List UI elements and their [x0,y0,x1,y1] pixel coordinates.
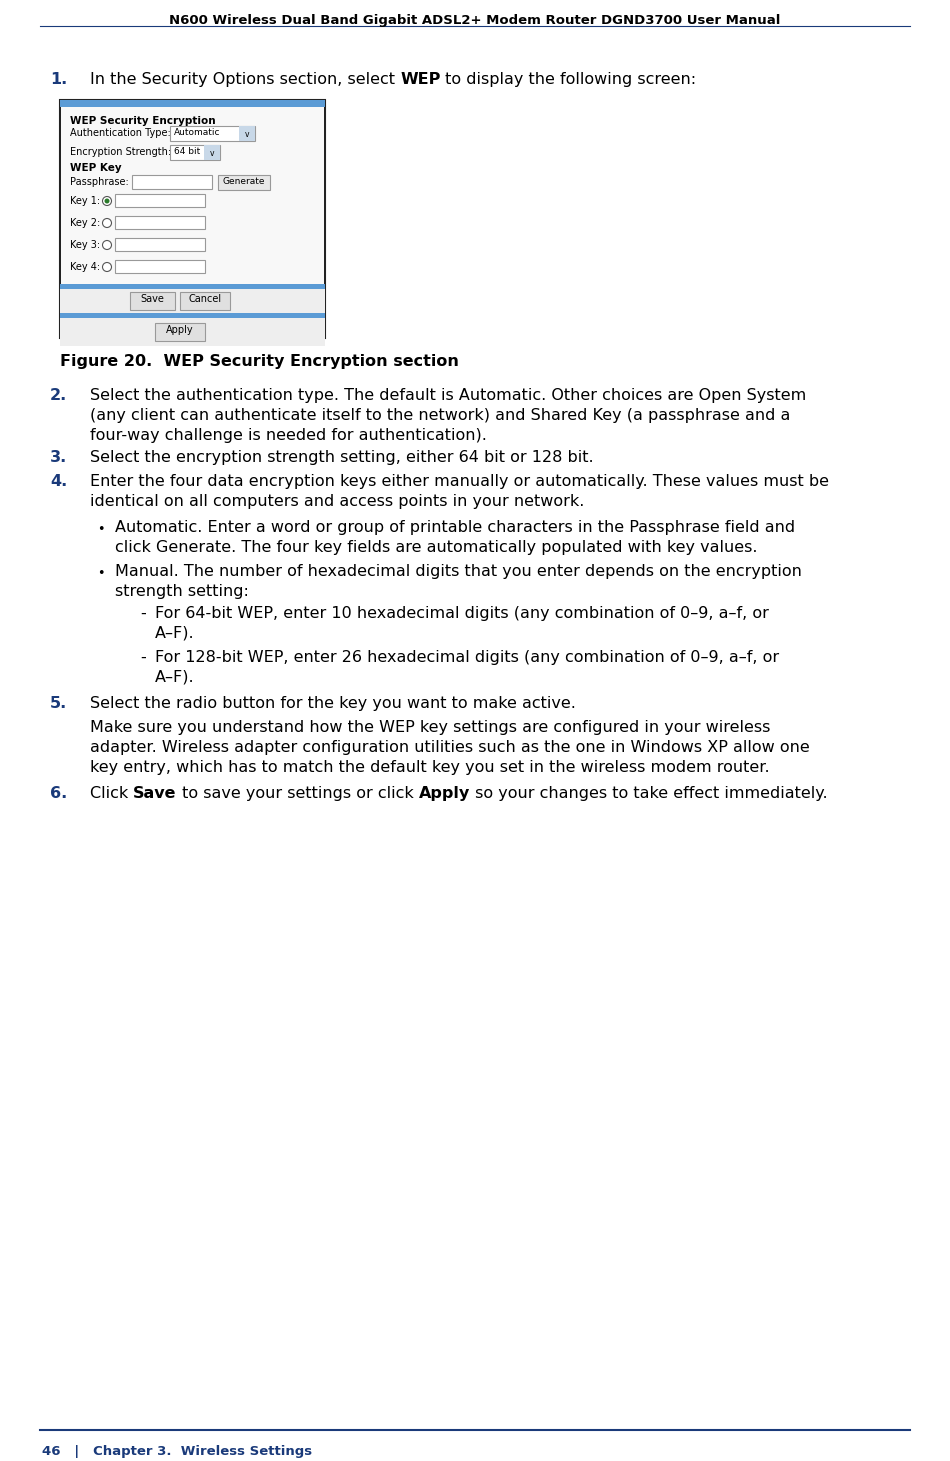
Text: 2.: 2. [50,389,67,403]
Text: v: v [245,130,249,139]
Text: N600 Wireless Dual Band Gigabit ADSL2+ Modem Router DGND3700 User Manual: N600 Wireless Dual Band Gigabit ADSL2+ M… [169,15,781,26]
Text: -: - [140,606,145,621]
Circle shape [103,219,111,228]
Text: Manual. The number of hexadecimal digits that you enter depends on the encryptio: Manual. The number of hexadecimal digits… [115,564,802,599]
Text: Save: Save [133,786,177,801]
Bar [130,292,175,310]
Bar [60,99,325,107]
Circle shape [103,196,111,206]
Bar [60,283,325,289]
Bar [155,323,205,340]
Text: 46   |   Chapter 3.  Wireless Settings: 46 | Chapter 3. Wireless Settings [42,1445,313,1458]
Text: Figure 20.  WEP Security Encryption section: Figure 20. WEP Security Encryption secti… [60,354,459,370]
Text: -: - [140,650,145,665]
Text: Select the encryption strength setting, either 64 bit or 128 bit.: Select the encryption strength setting, … [90,450,594,465]
Bar [115,216,205,229]
Bar [170,145,220,161]
Text: to save your settings or click: to save your settings or click [177,786,419,801]
Text: For 128-bit WEP, enter 26 hexadecimal digits (any combination of 0–9, a–f, or
A–: For 128-bit WEP, enter 26 hexadecimal di… [155,650,779,685]
Text: WEP Security Encryption: WEP Security Encryption [70,115,216,126]
Text: 3.: 3. [50,450,67,465]
Bar [60,313,325,318]
Text: Encryption Strength:: Encryption Strength: [70,148,171,156]
Text: Key 1:: Key 1: [70,196,100,206]
Text: Key 3:: Key 3: [70,240,100,250]
Text: •: • [97,523,104,536]
Text: Cancel: Cancel [188,294,221,304]
Text: Generate: Generate [222,177,265,186]
Text: Make sure you understand how the WEP key settings are configured in your wireles: Make sure you understand how the WEP key… [90,720,809,774]
Text: Automatic: Automatic [174,129,220,137]
Bar [60,318,325,346]
Text: WEP Key: WEP Key [70,164,122,172]
Bar [132,175,212,188]
Bar [218,175,270,190]
Bar [239,126,255,142]
Text: to display the following screen:: to display the following screen: [441,72,696,88]
Bar [60,99,325,337]
Text: Passphrase:: Passphrase: [70,177,129,187]
Text: 1.: 1. [50,72,67,88]
Bar [115,260,205,273]
Text: Click: Click [90,786,133,801]
Text: In the Security Options section, select: In the Security Options section, select [90,72,400,88]
Text: Key 2:: Key 2: [70,218,101,228]
Text: so your changes to take effect immediately.: so your changes to take effect immediate… [470,786,827,801]
Text: 6.: 6. [50,786,67,801]
Text: Enter the four data encryption keys either manually or automatically. These valu: Enter the four data encryption keys eith… [90,473,829,508]
Text: Select the authentication type. The default is Automatic. Other choices are Open: Select the authentication type. The defa… [90,389,807,443]
Bar [180,292,230,310]
Text: WEP: WEP [400,72,441,88]
Circle shape [104,199,109,203]
Bar [115,238,205,251]
Text: Authentication Type:: Authentication Type: [70,129,171,137]
Bar [204,145,220,161]
Text: 64 bit: 64 bit [174,148,200,156]
Text: Automatic. Enter a word or group of printable characters in the Passphrase field: Automatic. Enter a word or group of prin… [115,520,795,555]
Text: Apply: Apply [419,786,470,801]
Text: 4.: 4. [50,473,67,489]
Bar [170,126,255,142]
Text: Save: Save [141,294,164,304]
Circle shape [103,263,111,272]
Bar [60,289,325,313]
Text: 5.: 5. [50,695,67,712]
Bar [61,107,324,288]
Text: Apply: Apply [166,324,194,335]
Text: v: v [210,149,215,158]
Text: For 64-bit WEP, enter 10 hexadecimal digits (any combination of 0–9, a–f, or
A–F: For 64-bit WEP, enter 10 hexadecimal dig… [155,606,769,641]
Text: Key 4:: Key 4: [70,262,100,272]
Bar [115,194,205,207]
Text: •: • [97,567,104,580]
Circle shape [103,241,111,250]
Text: Select the radio button for the key you want to make active.: Select the radio button for the key you … [90,695,576,712]
